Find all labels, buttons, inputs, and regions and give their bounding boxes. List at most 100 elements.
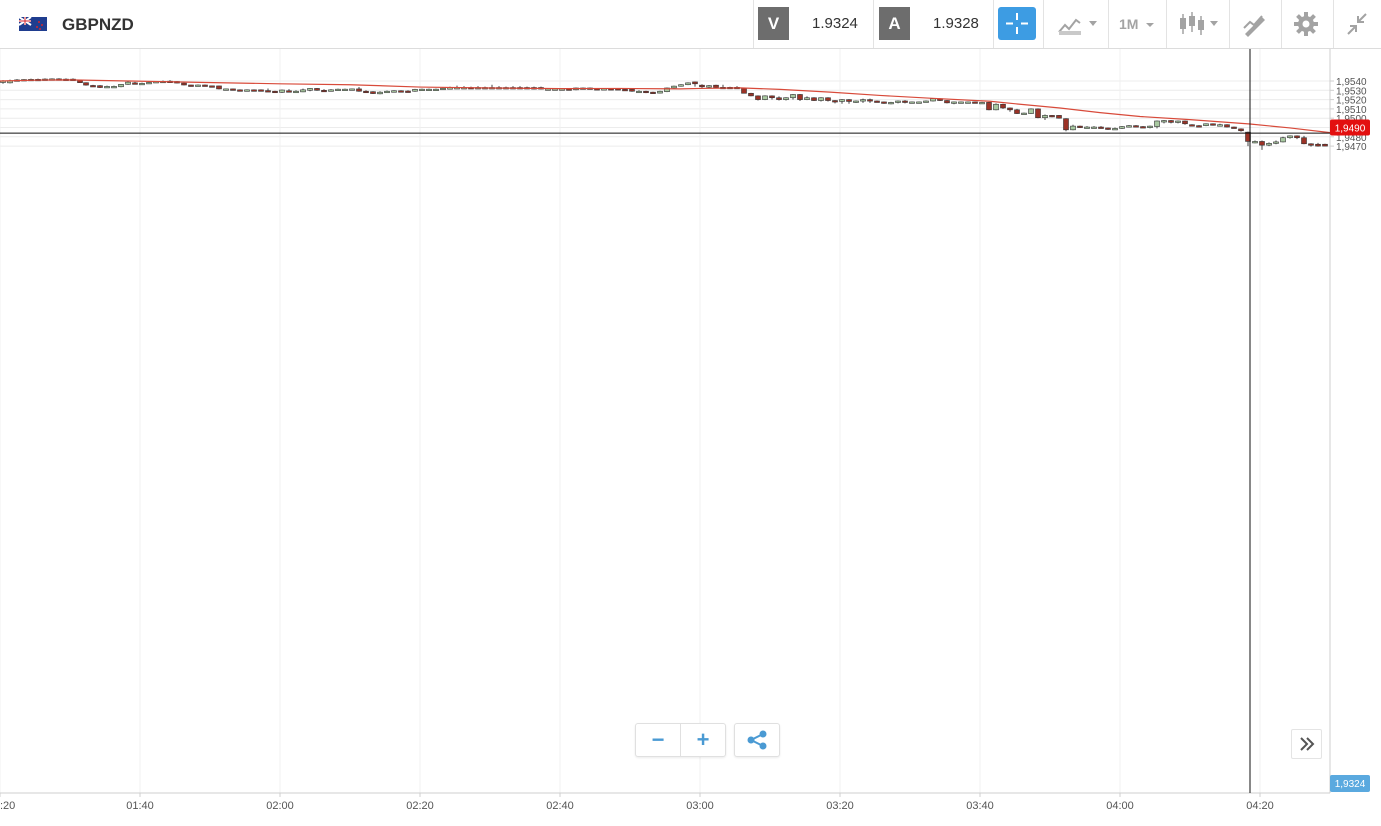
candle-body: [1287, 135, 1293, 139]
gear-icon: [1294, 12, 1318, 36]
candle-body: [1014, 109, 1020, 114]
collapse-button[interactable]: [1342, 8, 1372, 40]
double-chevron-right-icon: [1299, 737, 1314, 751]
zoom-in-button[interactable]: +: [696, 727, 710, 752]
candle-body: [958, 101, 964, 104]
candle-body: [909, 101, 915, 104]
candle-body: [314, 88, 320, 91]
candle-body: [1217, 124, 1223, 127]
zoom-out-button[interactable]: −: [651, 727, 665, 752]
candle-body: [111, 86, 117, 89]
symbol-title: GBPNZD: [62, 15, 134, 34]
settings-button[interactable]: [1291, 8, 1321, 40]
chart-type-button[interactable]: [1056, 8, 1102, 40]
candle-body: [776, 97, 782, 100]
x-tick-label: 03:00: [686, 800, 714, 812]
crosshair-button[interactable]: [998, 7, 1036, 40]
moving-average-line: [0, 79, 1331, 134]
candle-body: [370, 91, 376, 94]
divider: [1281, 0, 1282, 48]
sell-badge[interactable]: V: [758, 7, 789, 40]
candle-body: [1028, 108, 1034, 114]
candle-body: [1224, 124, 1230, 128]
candle-body: [412, 89, 418, 92]
candle-body: [1126, 125, 1132, 128]
y-tick-label: 1,9480: [1336, 133, 1367, 144]
candle-body: [335, 88, 341, 91]
candle-body: [118, 84, 124, 88]
zoom-controls: − +: [635, 723, 726, 757]
candle-body: [923, 100, 929, 103]
timeframe-button[interactable]: 1M: [1119, 8, 1159, 40]
candle-body: [965, 101, 971, 104]
candle-body: [685, 82, 691, 86]
candle-body: [272, 90, 278, 94]
y-tick-label: 1,9510: [1336, 105, 1367, 116]
candle-body: [1322, 143, 1328, 147]
candle-body: [769, 95, 775, 99]
toolbar: GBPNZD V 1.9324 A 1.9328 1M: [0, 0, 1381, 49]
candle-body: [916, 101, 922, 104]
timeframe-label: 1M: [1119, 16, 1139, 32]
y-tick-label: 1,9470: [1336, 142, 1367, 153]
candle-body: [146, 82, 152, 85]
candle-body: [979, 102, 985, 105]
candle-body: [342, 88, 348, 91]
y-tick-label: 1,9520: [1336, 96, 1367, 107]
candle-body: [349, 88, 355, 91]
collapse-icon: [1347, 13, 1367, 35]
candle-body: [993, 103, 999, 111]
candle-body: [1021, 112, 1027, 115]
candle-body: [279, 89, 285, 93]
candle-body: [811, 97, 817, 101]
candle-body: [755, 95, 761, 100]
candle-body: [293, 90, 299, 94]
draw-tool-button[interactable]: [1240, 8, 1270, 40]
candle-body: [790, 94, 796, 99]
candle-body: [1196, 125, 1202, 128]
candle-body: [1308, 143, 1314, 146]
share-button[interactable]: [734, 723, 780, 757]
candle-body: [818, 97, 824, 101]
candle-body: [286, 90, 292, 93]
candle-body: [783, 97, 789, 100]
candle-body: [328, 89, 334, 92]
scroll-to-end-button[interactable]: [1291, 729, 1322, 759]
divider: [1166, 0, 1167, 48]
candle-body: [195, 84, 201, 87]
candle-body: [846, 99, 852, 102]
candle-body: [1315, 143, 1321, 147]
candle-body: [867, 99, 873, 102]
candle-body: [1119, 126, 1125, 129]
candle-body: [1280, 137, 1286, 143]
candle-body: [125, 81, 131, 85]
candle-body: [902, 100, 908, 103]
candle-body: [1168, 120, 1174, 123]
x-tick-label: 02:00: [266, 800, 294, 812]
candle-body: [1161, 120, 1167, 123]
candle-body: [1098, 126, 1104, 129]
sell-price[interactable]: 1.9324: [812, 15, 858, 32]
candle-body: [1294, 135, 1300, 139]
candle-body: [951, 101, 957, 104]
candle-body: [1273, 141, 1279, 144]
candles-button[interactable]: [1177, 8, 1223, 40]
candle-body: [1231, 126, 1237, 129]
chevron-down-icon: [1146, 23, 1155, 27]
candle-body: [1133, 125, 1139, 128]
chart-type-icon: [1058, 18, 1097, 35]
candle-body: [209, 85, 215, 88]
candle-body: [237, 89, 243, 92]
candle-body: [1070, 125, 1076, 131]
buy-badge[interactable]: A: [879, 7, 910, 40]
candlestick-chart[interactable]: 1,95401,95301,95201,95101,95001,94801,94…: [0, 49, 1381, 821]
buy-price[interactable]: 1.9328: [933, 15, 979, 32]
candle-body: [377, 91, 383, 95]
flag-icon: [18, 16, 47, 31]
y-tick-label: 1,9540: [1336, 77, 1367, 88]
current-price-label-bg: [1330, 775, 1370, 792]
share-icon: [747, 730, 767, 750]
candle-body: [83, 82, 89, 86]
price-chart[interactable]: 1,95401,95301,95201,95101,95001,94801,94…: [0, 49, 1381, 821]
draw-tool-icon: [1243, 15, 1265, 37]
